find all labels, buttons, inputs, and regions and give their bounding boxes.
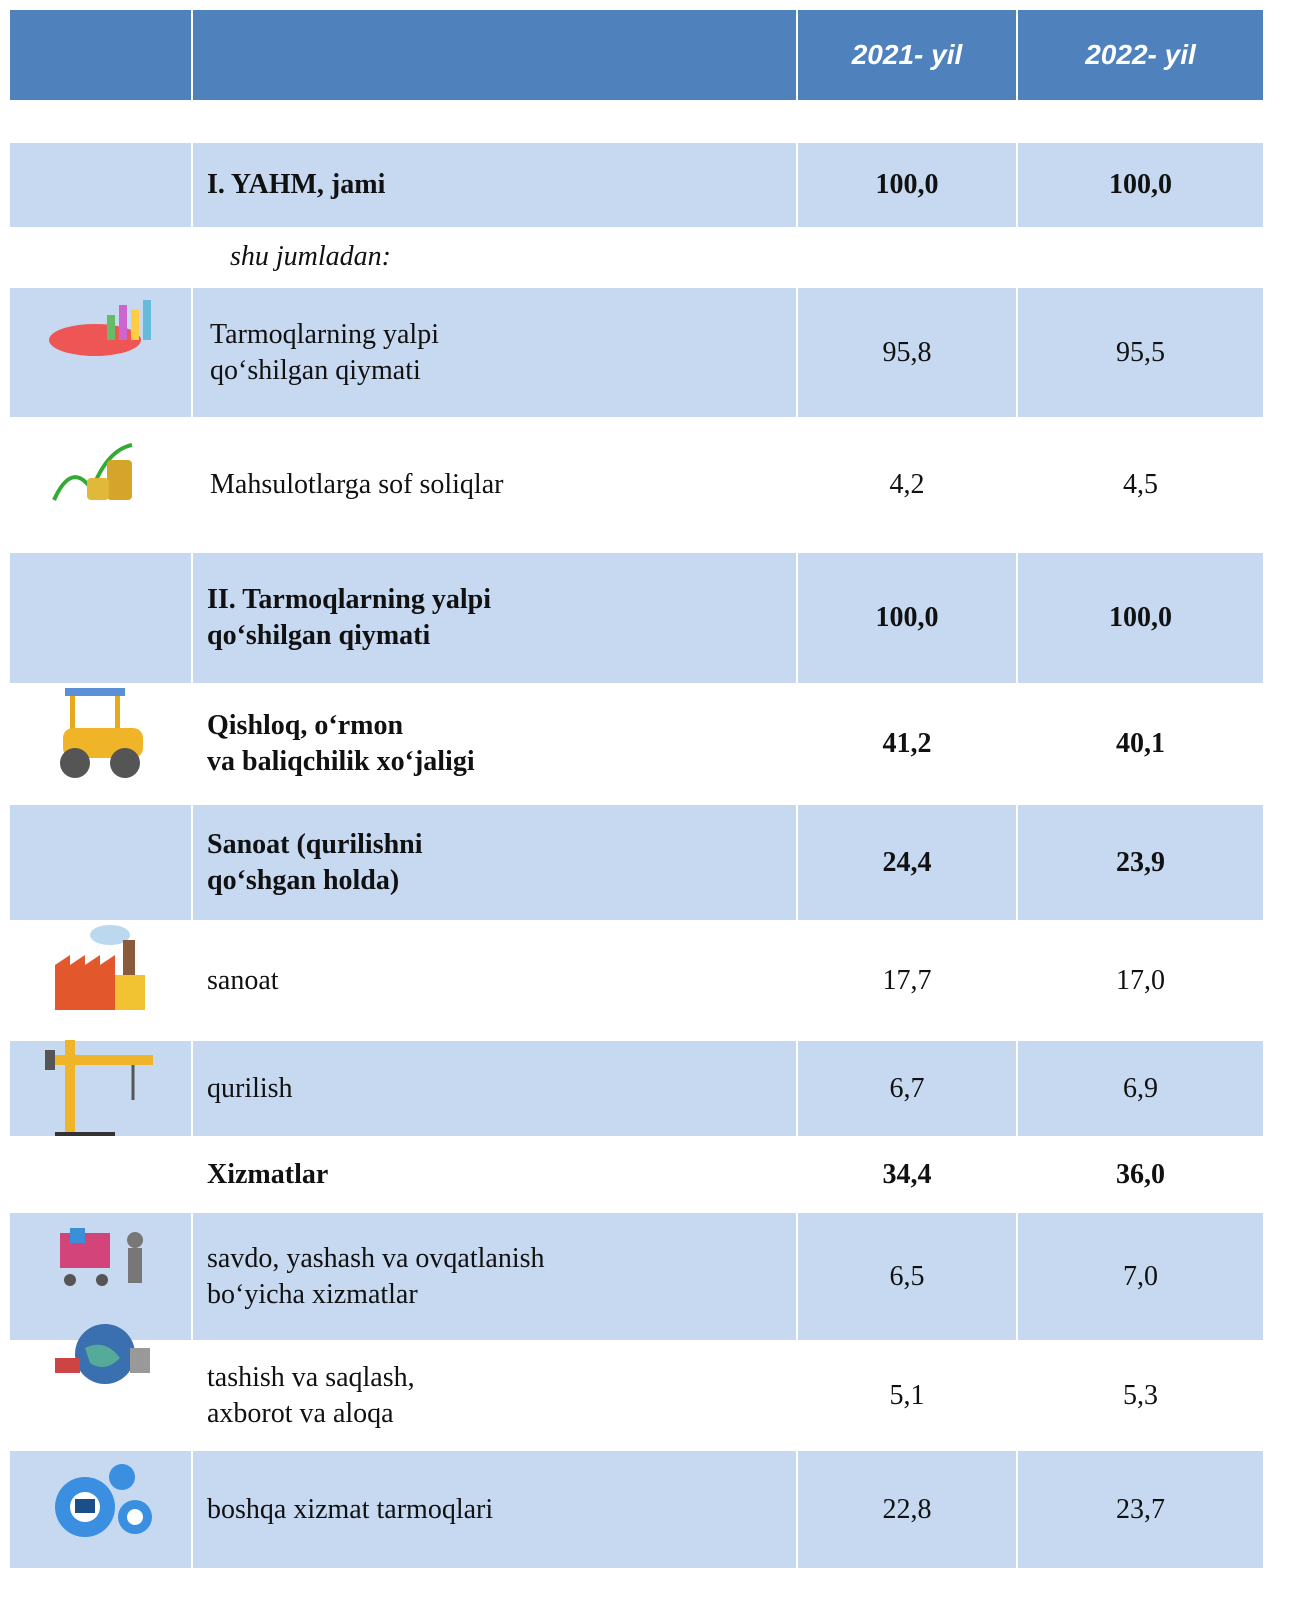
row-label: Sanoat (qurilishni qo‘shgan holda)	[207, 805, 796, 920]
value-cell: 6,5	[889, 1260, 925, 1292]
row-background	[193, 1041, 796, 1136]
header-cell	[193, 10, 796, 100]
tractor-icon	[60, 688, 143, 778]
label-line: axborot va aloqa	[207, 1397, 394, 1429]
row-label: sanoat	[207, 921, 796, 1040]
value-cell: 95,5	[1116, 336, 1165, 368]
label-line: II. Tarmoqlarning yalpi	[207, 584, 491, 615]
value-cell: 95,8	[882, 336, 932, 368]
row-background	[1018, 1451, 1263, 1568]
row-background	[10, 553, 191, 683]
value-cell: 100,0	[875, 602, 939, 633]
label-line: Mahsulotlarga sof soliqlar	[210, 469, 504, 500]
value-cell: 7,0	[1123, 1260, 1158, 1292]
row-label: savdo, yashash va ovqatlanish bo‘yicha xi…	[207, 1213, 796, 1340]
value-cell: 36,0	[1116, 1158, 1165, 1190]
label-line: qo‘shilgan qiymati	[207, 620, 431, 651]
value-cell: 5,1	[889, 1379, 925, 1411]
row-background	[798, 1041, 1016, 1136]
shopping-icon	[60, 1228, 143, 1286]
globe-icon	[55, 1324, 150, 1384]
row-background	[193, 553, 796, 683]
row-label: I. YAHM, jami	[207, 143, 796, 227]
row-background	[193, 805, 796, 920]
row-label: Xizmatlar	[207, 1137, 796, 1212]
row-background	[1018, 553, 1263, 683]
row-background	[798, 143, 1016, 227]
value-cell: 100,0	[1109, 169, 1172, 200]
row-background	[798, 805, 1016, 920]
header-cell: 2021- yil	[798, 10, 1016, 100]
value-cell: 100,0	[1109, 602, 1172, 633]
crane-icon	[45, 1040, 153, 1136]
label-line: va baliqchilik xo‘jaligi	[207, 746, 475, 777]
row-label: boshqa xizmat tarmoqlari	[207, 1451, 796, 1568]
label-line: shu jumladan:	[230, 241, 391, 272]
chart-icon	[49, 300, 151, 356]
value-cell: 17,0	[1116, 964, 1165, 996]
row-background	[798, 1213, 1016, 1340]
label-line: I. YAHM, jami	[207, 169, 386, 200]
value-cell: 4,2	[889, 469, 925, 500]
row-label: Qishloq, o‘rmon va baliqchilik xo‘jaligi	[207, 684, 796, 804]
coins-icon	[52, 443, 133, 501]
value-cell: 41,2	[882, 728, 932, 759]
row-background	[1018, 288, 1263, 417]
factory-icon	[55, 925, 145, 1010]
value-cell: 4,5	[1123, 469, 1158, 500]
value-cell: 34,4	[882, 1158, 932, 1190]
row-background	[193, 288, 796, 417]
row-background	[798, 1451, 1016, 1568]
header-label: 2022- yil	[1085, 39, 1196, 70]
label-line: savdo, yashash va ovqatlanish	[207, 1242, 545, 1274]
row-label: shu jumladan:	[230, 227, 796, 287]
row-label: II. Tarmoqlarning yalpi qo‘shilgan qiymat…	[207, 553, 796, 683]
header-cell	[10, 10, 191, 100]
label-line: bo‘yicha xizmatlar	[207, 1278, 418, 1310]
row-background	[193, 143, 796, 227]
label-line: Tarmoqlarning yalpi	[210, 318, 439, 350]
label-line: qo‘shgan holda)	[207, 864, 400, 896]
value-cell: 23,9	[1116, 846, 1165, 878]
label-line: boshqa xizmat tarmoqlari	[207, 1493, 494, 1525]
label-line: qo‘shilgan qiymati	[210, 354, 421, 386]
value-cell: 22,8	[882, 1493, 932, 1525]
row-background	[798, 553, 1016, 683]
label-line: qurilish	[207, 1072, 293, 1104]
label-line: sanoat	[207, 964, 279, 996]
row-background	[10, 805, 191, 920]
row-label: tashish va saqlash, axborot va aloqa	[207, 1341, 796, 1450]
row-background	[798, 288, 1016, 417]
label-line: Xizmatlar	[207, 1158, 329, 1190]
label-line: Qishloq, o‘rmon	[207, 710, 404, 741]
row-background	[1018, 143, 1263, 227]
row-background	[1018, 805, 1263, 920]
value-cell: 23,7	[1116, 1493, 1165, 1525]
row-background	[193, 1213, 796, 1340]
label-line: tashish va saqlash,	[207, 1361, 415, 1393]
value-cell: 100,0	[875, 169, 939, 200]
row-label: Mahsulotlarga sof soliqlar	[210, 418, 796, 552]
value-cell: 6,7	[889, 1072, 925, 1104]
value-cell: 6,9	[1123, 1072, 1158, 1104]
row-background	[193, 1451, 796, 1568]
value-cell: 40,1	[1116, 728, 1165, 759]
value-cell: 5,3	[1123, 1379, 1158, 1411]
header-label: 2021- yil	[851, 39, 963, 70]
gears-icon	[55, 1464, 152, 1537]
label-line: Sanoat (qurilishni	[207, 828, 423, 860]
value-cell: 17,7	[882, 964, 932, 996]
row-label: qurilish	[207, 1041, 796, 1136]
header-cell: 2022- yil	[1018, 10, 1263, 100]
value-cell: 24,4	[882, 846, 932, 878]
row-background	[1018, 1213, 1263, 1340]
row-label: Tarmoqlarning yalpi qo‘shilgan qiymati	[210, 288, 796, 417]
row-background	[10, 143, 191, 227]
row-background	[1018, 1041, 1263, 1136]
